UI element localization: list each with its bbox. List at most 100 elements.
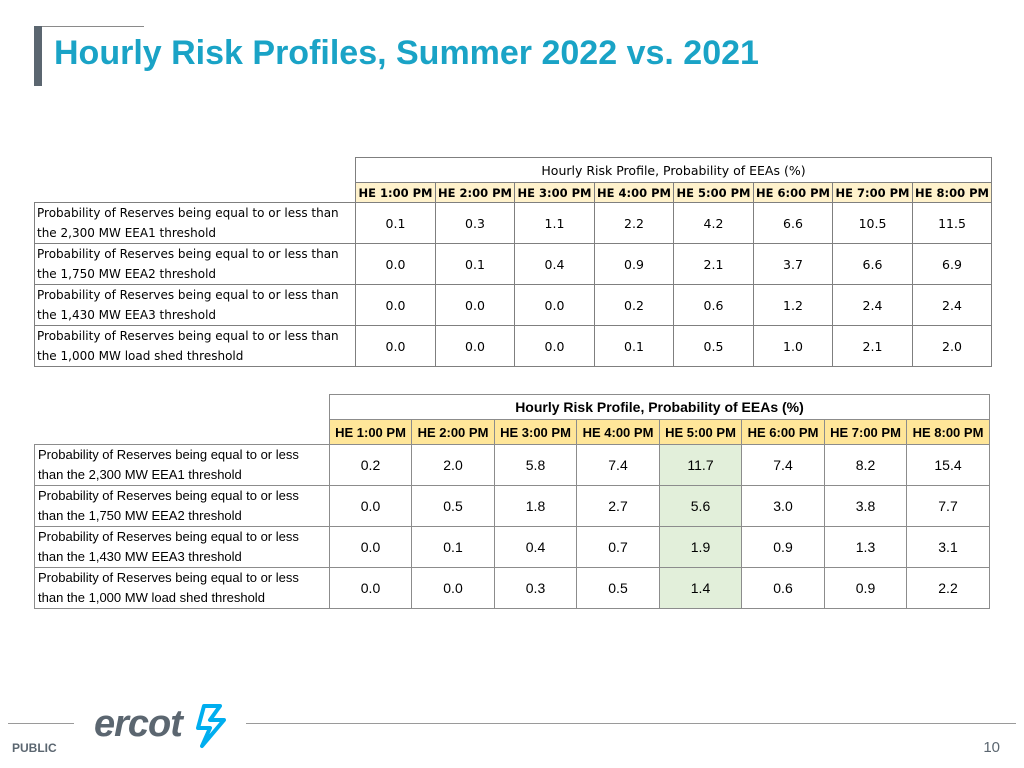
value-cell: 0.0 xyxy=(355,325,436,367)
value-cell: 7.4 xyxy=(741,444,825,486)
value-cell: 3.1 xyxy=(906,526,990,568)
hour-header: HE 4:00 PM xyxy=(576,419,660,445)
hour-header: HE 8:00 PM xyxy=(906,419,990,445)
hour-header: HE 5:00 PM xyxy=(659,419,742,445)
hour-header: HE 3:00 PM xyxy=(494,419,577,445)
value-cell: 11.5 xyxy=(912,202,992,244)
hour-header: HE 6:00 PM xyxy=(753,182,833,203)
table-caption: Hourly Risk Profile, Probability of EEAs… xyxy=(355,157,992,183)
value-cell: 2.7 xyxy=(576,485,660,527)
row-label: Probability of Reserves being equal to o… xyxy=(34,485,330,527)
value-cell: 15.4 xyxy=(906,444,990,486)
hour-header: HE 8:00 PM xyxy=(912,182,992,203)
value-cell: 2.0 xyxy=(411,444,495,486)
hour-header: HE 5:00 PM xyxy=(673,182,754,203)
value-cell: 0.0 xyxy=(435,284,515,326)
ercot-logo: ercot xyxy=(94,703,226,748)
table-caption: Hourly Risk Profile, Probability of EEAs… xyxy=(329,394,990,420)
row-label: Probability of Reserves being equal to o… xyxy=(34,444,330,486)
value-cell: 0.3 xyxy=(435,202,515,244)
value-cell: 0.0 xyxy=(514,325,595,367)
hour-header: HE 3:00 PM xyxy=(514,182,595,203)
title-top-rule xyxy=(36,26,144,27)
table-row: Probability of Reserves being equal to o… xyxy=(34,567,990,609)
value-cell: 0.5 xyxy=(673,325,754,367)
value-cell: 0.0 xyxy=(355,243,436,285)
value-cell: 0.7 xyxy=(576,526,660,568)
value-cell: 0.2 xyxy=(594,284,674,326)
table-row: Probability of Reserves being equal to o… xyxy=(34,485,990,527)
row-label: Probability of Reserves being equal to o… xyxy=(34,284,356,326)
lightning-bolt-icon xyxy=(196,704,226,748)
value-cell: 2.2 xyxy=(594,202,674,244)
hour-header: HE 2:00 PM xyxy=(411,419,495,445)
value-cell: 5.8 xyxy=(494,444,577,486)
value-cell: 0.1 xyxy=(594,325,674,367)
hour-header: HE 7:00 PM xyxy=(832,182,913,203)
table-row: Probability of Reserves being equal to o… xyxy=(34,243,992,285)
highlighted-value-cell: 1.4 xyxy=(659,567,742,609)
value-cell: 0.0 xyxy=(411,567,495,609)
value-cell: 1.1 xyxy=(514,202,595,244)
value-cell: 0.4 xyxy=(514,243,595,285)
row-label: Probability of Reserves being equal to o… xyxy=(34,567,330,609)
table-row: Probability of Reserves being equal to o… xyxy=(34,284,992,326)
value-cell: 0.3 xyxy=(494,567,577,609)
value-cell: 0.0 xyxy=(514,284,595,326)
value-cell: 3.8 xyxy=(824,485,907,527)
value-cell: 2.2 xyxy=(906,567,990,609)
hour-header: HE 4:00 PM xyxy=(594,182,674,203)
value-cell: 7.4 xyxy=(576,444,660,486)
page-number: 10 xyxy=(983,739,1000,756)
highlighted-value-cell: 1.9 xyxy=(659,526,742,568)
value-cell: 3.7 xyxy=(753,243,833,285)
value-cell: 6.9 xyxy=(912,243,992,285)
value-cell: 0.0 xyxy=(355,284,436,326)
value-cell: 2.1 xyxy=(673,243,754,285)
title-accent-bar xyxy=(34,26,42,86)
value-cell: 10.5 xyxy=(832,202,913,244)
value-cell: 2.1 xyxy=(832,325,913,367)
row-label: Probability of Reserves being equal to o… xyxy=(34,325,356,367)
value-cell: 1.0 xyxy=(753,325,833,367)
value-cell: 0.9 xyxy=(741,526,825,568)
risk-table-2021: Hourly Risk Profile, Probability of EEAs… xyxy=(34,394,990,609)
value-cell: 6.6 xyxy=(832,243,913,285)
value-cell: 0.6 xyxy=(673,284,754,326)
hour-header: HE 6:00 PM xyxy=(741,419,825,445)
footer-rule-left xyxy=(8,723,74,724)
highlighted-value-cell: 5.6 xyxy=(659,485,742,527)
value-cell: 0.1 xyxy=(355,202,436,244)
footer-classification-label: PUBLIC xyxy=(12,741,57,755)
value-cell: 1.8 xyxy=(494,485,577,527)
value-cell: 1.3 xyxy=(824,526,907,568)
slide-title: Hourly Risk Profiles, Summer 2022 vs. 20… xyxy=(54,34,759,72)
value-cell: 2.4 xyxy=(912,284,992,326)
risk-table-2022: Hourly Risk Profile, Probability of EEAs… xyxy=(34,157,992,367)
row-label: Probability of Reserves being equal to o… xyxy=(34,202,356,244)
value-cell: 0.0 xyxy=(435,325,515,367)
table-row: Probability of Reserves being equal to o… xyxy=(34,325,992,367)
value-cell: 1.2 xyxy=(753,284,833,326)
value-cell: 2.0 xyxy=(912,325,992,367)
footer-rule-right xyxy=(246,723,1016,724)
table-row: Probability of Reserves being equal to o… xyxy=(34,202,992,244)
row-label: Probability of Reserves being equal to o… xyxy=(34,526,330,568)
value-cell: 0.0 xyxy=(329,567,412,609)
value-cell: 0.0 xyxy=(329,485,412,527)
highlighted-value-cell: 11.7 xyxy=(659,444,742,486)
value-cell: 4.2 xyxy=(673,202,754,244)
value-cell: 0.2 xyxy=(329,444,412,486)
value-cell: 8.2 xyxy=(824,444,907,486)
table-row: Probability of Reserves being equal to o… xyxy=(34,444,990,486)
value-cell: 7.7 xyxy=(906,485,990,527)
value-cell: 0.0 xyxy=(329,526,412,568)
table-row: Probability of Reserves being equal to o… xyxy=(34,526,990,568)
hour-header: HE 2:00 PM xyxy=(435,182,515,203)
value-cell: 0.9 xyxy=(594,243,674,285)
value-cell: 2.4 xyxy=(832,284,913,326)
value-cell: 0.1 xyxy=(435,243,515,285)
value-cell: 0.6 xyxy=(741,567,825,609)
value-cell: 0.4 xyxy=(494,526,577,568)
logo-wordmark: ercot xyxy=(94,703,184,745)
